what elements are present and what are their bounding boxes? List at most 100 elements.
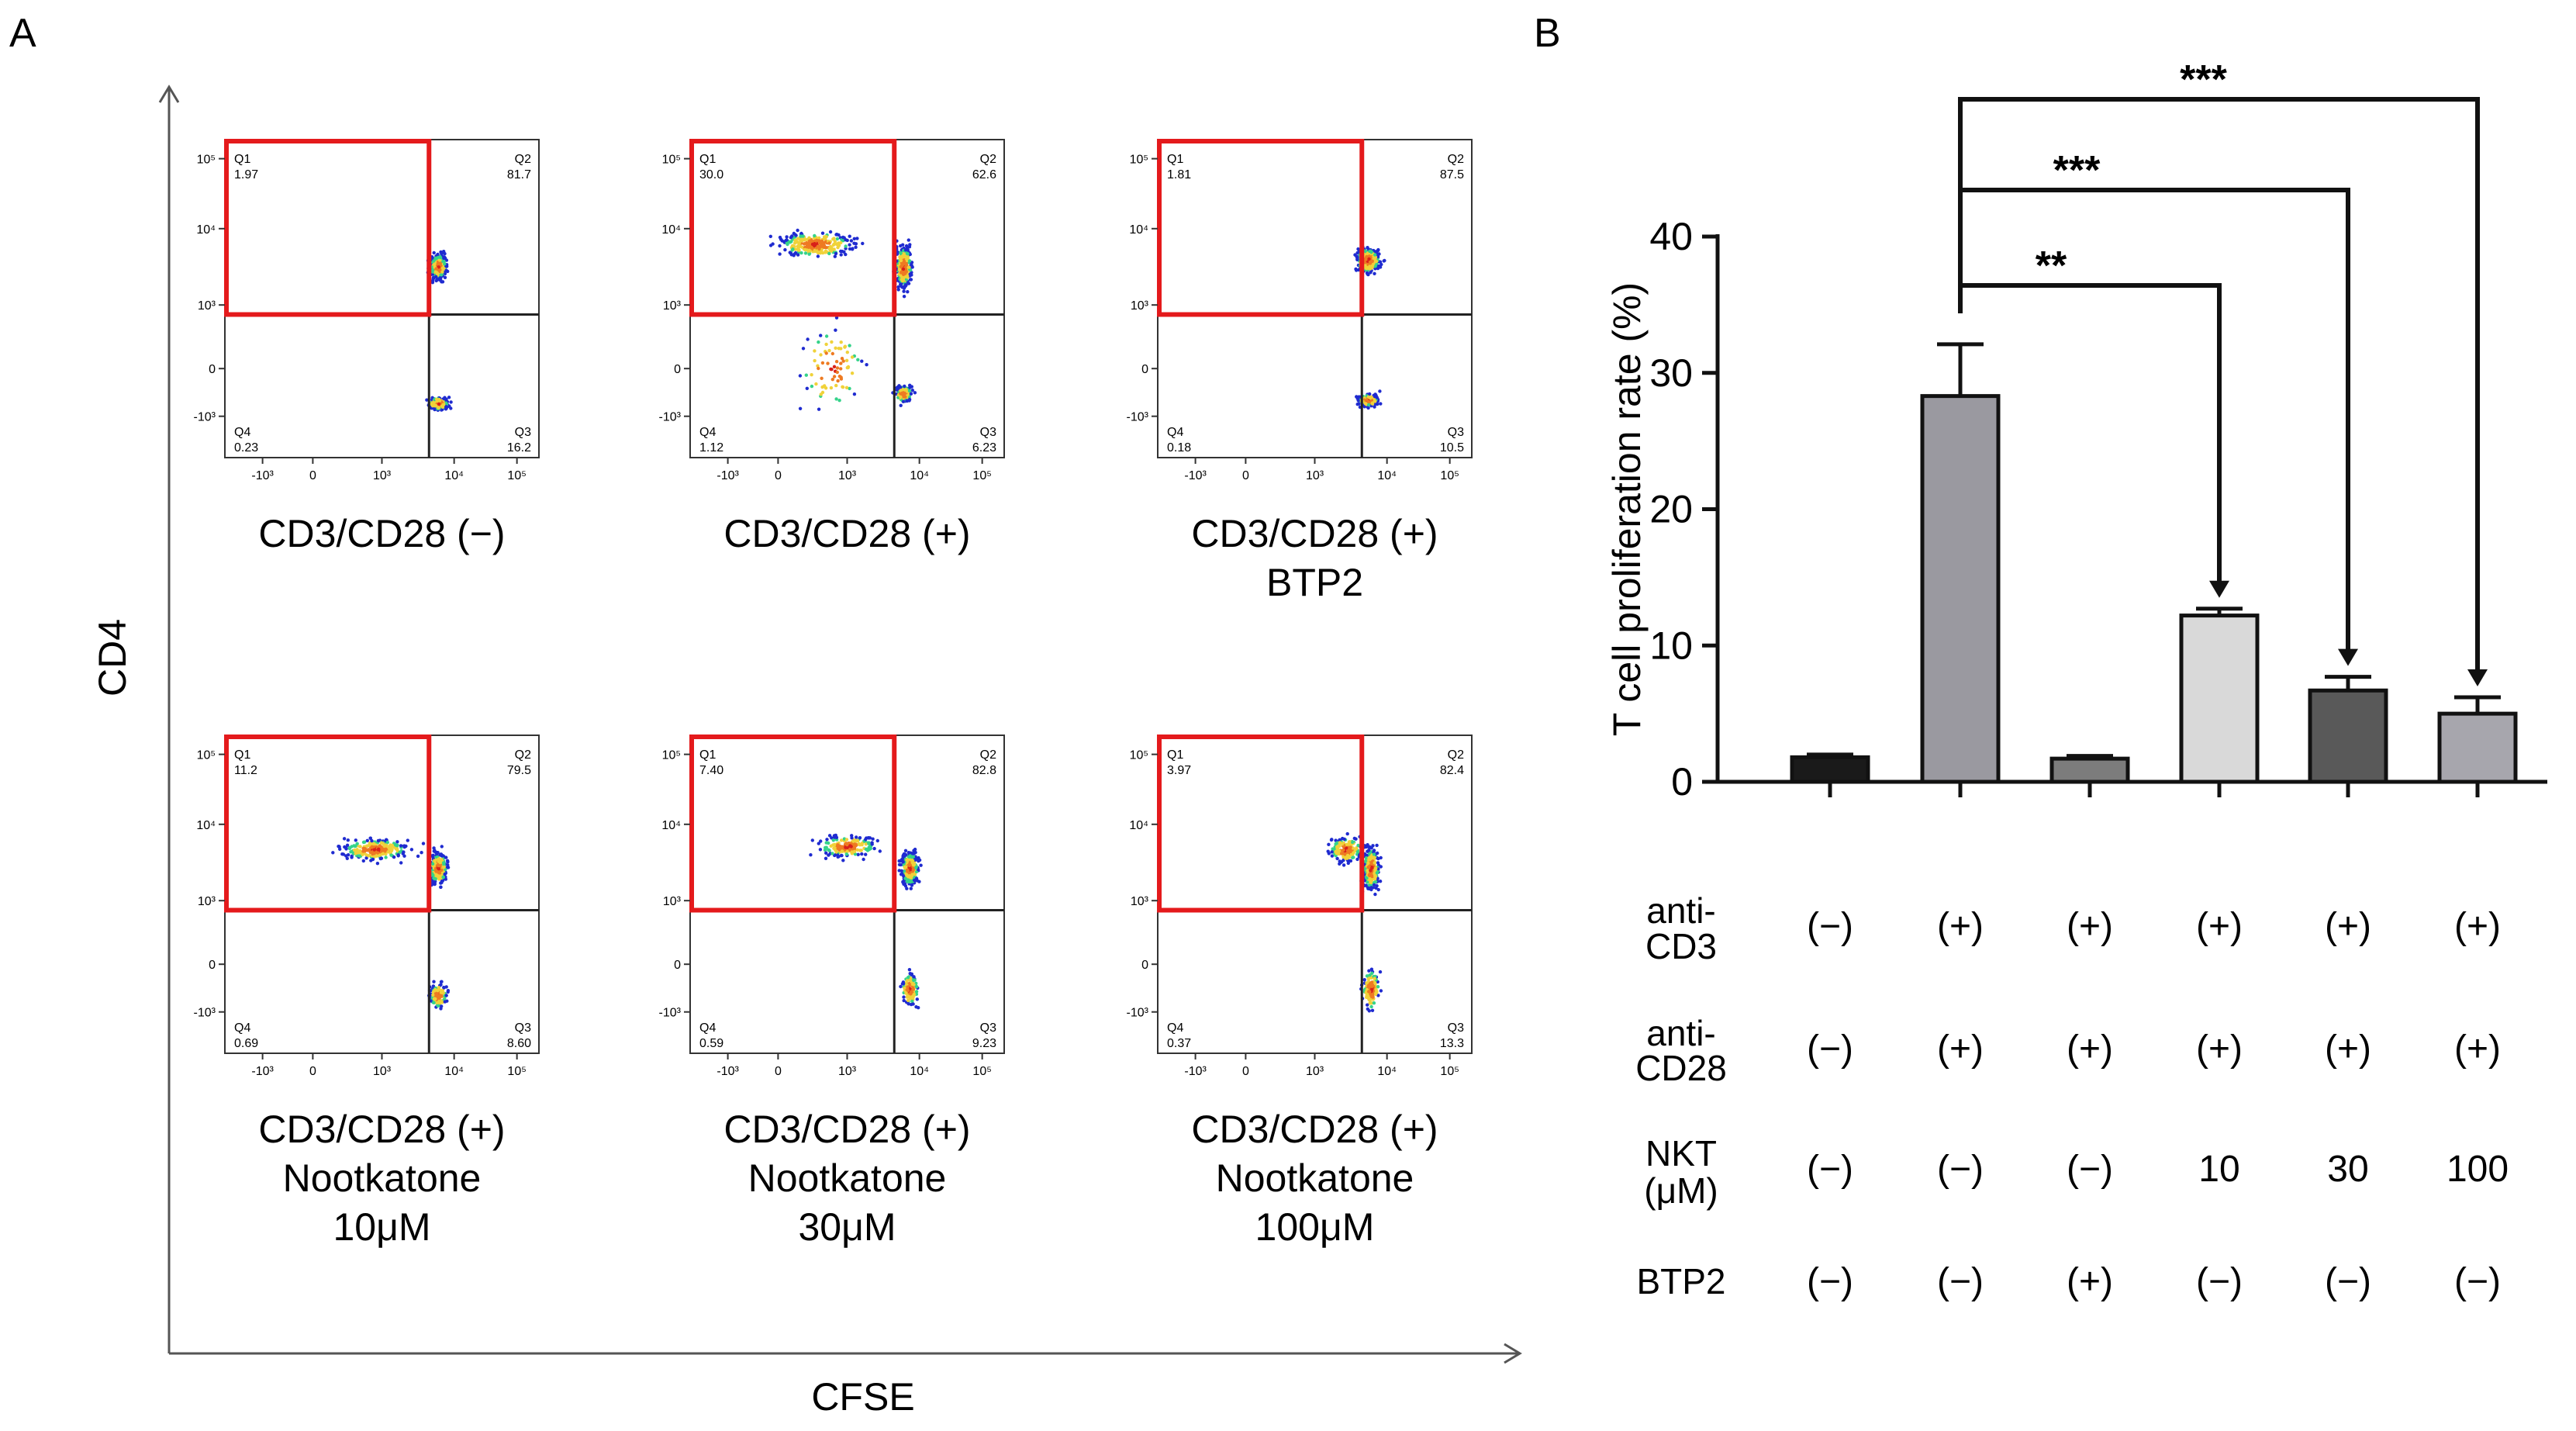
flow-event-dot — [844, 385, 849, 389]
flow-event-dot — [365, 838, 369, 843]
flow-event-dot — [436, 1001, 440, 1005]
x-tick-label: 0 — [309, 469, 316, 482]
q1-gate — [224, 735, 432, 913]
condition-label: (μM) — [1644, 1170, 1718, 1211]
flow-event-dot — [827, 251, 831, 256]
flow-event-dot — [834, 251, 838, 256]
flow-event-dot — [821, 242, 826, 247]
flow-event-dot — [823, 384, 827, 388]
bar-y-tick-label: 10 — [1649, 624, 1693, 667]
flow-event-dot — [1375, 990, 1379, 994]
flow-event-dot — [433, 270, 438, 274]
flow-event-dot — [402, 850, 406, 854]
flow-event-dot — [904, 263, 909, 268]
flow-event-dot — [861, 241, 865, 246]
flow-event-dot — [850, 850, 854, 854]
flow-event-dot — [797, 248, 801, 252]
flow-event-dot — [431, 268, 435, 272]
flow-event-dot — [1345, 856, 1349, 860]
flow-event-dot — [907, 855, 911, 859]
flow-event-dot — [910, 389, 915, 392]
flow-plot-events — [809, 833, 923, 1010]
plot-caption-line: CD3/CD28 (+) — [723, 1108, 970, 1151]
flow-event-dot — [845, 842, 849, 847]
flow-event-dot — [817, 407, 821, 411]
flow-event-dot — [830, 351, 835, 356]
flow-event-dot — [803, 251, 808, 255]
flow-event-dot — [848, 844, 852, 848]
condition-value: (+) — [2325, 1028, 2371, 1070]
x-tick-label: -10³ — [717, 469, 739, 482]
flow-event-dot — [856, 358, 860, 361]
flow-event-dot — [906, 878, 910, 882]
flow-event-dot — [841, 385, 844, 389]
flow-event-dot — [897, 268, 902, 271]
flow-event-dot — [790, 234, 794, 238]
significance-arrow-icon — [2338, 648, 2358, 666]
flow-event-dot — [906, 988, 910, 993]
flow-event-dot — [1367, 969, 1371, 973]
flow-event-dot — [1356, 399, 1360, 403]
flow-event-dot — [810, 384, 814, 389]
flow-event-dot — [796, 244, 800, 248]
flow-event-dot — [432, 876, 436, 880]
flow-event-dot — [907, 265, 911, 269]
flow-event-dot — [386, 850, 390, 854]
flow-event-dot — [440, 280, 445, 284]
flow-event-dot — [443, 256, 447, 260]
flow-plot: Q1 30.0 Q2 62.6 Q4 1.12 Q3 6.23 10⁵ 10⁴ 10³ 0 -10³ -1… — [659, 139, 1005, 555]
quadrant-name-q4: Q4 — [234, 426, 250, 439]
flow-event-dot — [437, 262, 441, 267]
flow-event-dot — [840, 853, 844, 858]
flow-event-dot — [378, 844, 382, 848]
flow-event-dot — [834, 346, 837, 350]
flow-event-dot — [900, 869, 903, 873]
flow-event-dot — [1380, 262, 1383, 267]
flow-event-dot — [817, 247, 821, 251]
flow-event-dot — [825, 838, 829, 842]
y-tick-label: 10⁴ — [661, 223, 681, 237]
condition-value: (+) — [2067, 1028, 2113, 1070]
flow-event-dot — [1376, 248, 1380, 253]
flow-event-dot — [906, 976, 910, 980]
flow-event-dot — [406, 838, 409, 842]
x-tick-label: -10³ — [717, 1065, 739, 1078]
flow-event-dot — [870, 841, 874, 845]
flow-event-dot — [832, 375, 837, 378]
flow-event-dot — [848, 344, 851, 347]
flow-event-dot — [1372, 855, 1376, 859]
flow-event-dot — [1368, 249, 1372, 254]
plot-caption-line: BTP2 — [1266, 561, 1363, 604]
y-tick-label: 10⁴ — [196, 223, 216, 237]
flow-event-dot — [819, 839, 823, 843]
flow-event-dot — [431, 853, 435, 858]
flow-event-dot — [387, 845, 392, 849]
flow-event-dot — [444, 397, 448, 401]
bar — [2437, 711, 2518, 784]
flow-event-dot — [1366, 1003, 1369, 1007]
flow-event-dot — [824, 334, 829, 338]
flow-event-dot — [907, 397, 912, 402]
flow-event-dot — [1335, 841, 1339, 845]
flow-event-dot — [912, 849, 916, 852]
flow-event-dot — [1373, 892, 1377, 897]
flow-event-dot — [361, 852, 364, 857]
plot-caption-line: Nootkatone — [748, 1156, 947, 1200]
quadrant-value-q3: 9.23 — [972, 1037, 996, 1050]
flow-event-dot — [834, 328, 837, 332]
bar — [2049, 756, 2130, 784]
flow-event-dot — [789, 253, 793, 257]
flow-event-dot — [439, 852, 443, 856]
flow-plot: Q1 1.97 Q2 81.7 Q4 0.23 Q3 16.2 10⁵ 10⁴ 10³ 0 -10³ -1… — [194, 139, 540, 555]
bar — [1920, 394, 2001, 784]
flow-event-dot — [828, 246, 832, 250]
flow-event-dot — [1371, 995, 1375, 999]
flow-event-dot — [436, 851, 440, 855]
flow-event-dot — [437, 867, 441, 871]
y-tick-label: -10³ — [1127, 411, 1149, 424]
flow-event-dot — [1368, 261, 1373, 265]
flow-event-dot — [906, 254, 910, 258]
flow-event-dot — [1347, 840, 1352, 844]
flow-event-dot — [430, 281, 435, 285]
flow-event-dot — [1342, 863, 1346, 867]
